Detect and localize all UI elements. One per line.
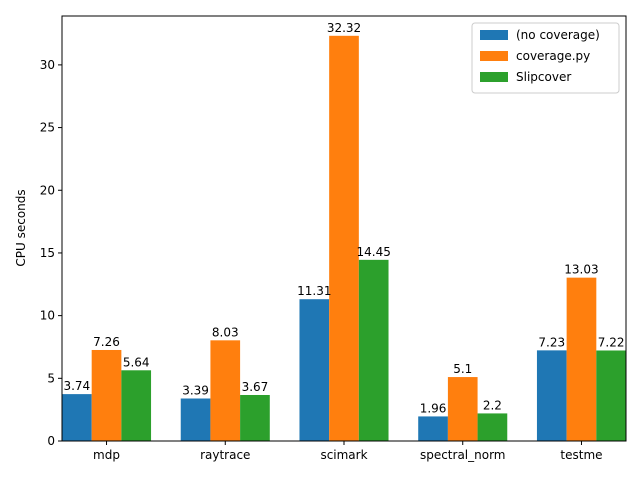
x-tick-label: scimark bbox=[320, 448, 367, 462]
legend-label: (no coverage) bbox=[516, 28, 600, 42]
bar-testme-1 bbox=[566, 277, 597, 441]
bar-scimark-2 bbox=[358, 259, 389, 441]
legend-label: coverage.py bbox=[516, 49, 590, 63]
bar-mdp-1 bbox=[91, 349, 122, 441]
data-labels-layer: 3.74 3.39 11.31 1.96 7.23 7.26 8.03 32.32 5.1 13.… bbox=[63, 21, 624, 416]
legend-swatch bbox=[480, 72, 508, 82]
legend-label: Slipcover bbox=[516, 70, 571, 84]
bar-mdp-0 bbox=[62, 394, 92, 441]
x-tick-label: mdp bbox=[93, 448, 120, 462]
data-label: 3.74 bbox=[63, 379, 90, 393]
y-tick-label: 0 bbox=[47, 434, 55, 448]
data-label: 7.23 bbox=[538, 335, 565, 349]
data-label: 7.26 bbox=[93, 335, 120, 349]
legend: (no coverage) coverage.py Slipcover bbox=[471, 22, 620, 94]
x-tick-label: raytrace bbox=[200, 448, 250, 462]
data-label: 2.2 bbox=[483, 398, 502, 412]
y-tick-label: 30 bbox=[40, 58, 55, 72]
legend-swatch bbox=[480, 51, 508, 61]
legend-swatch bbox=[480, 30, 508, 40]
x-tick-label: testme bbox=[560, 448, 602, 462]
y-axis: 0 5 10 15 20 25 30 bbox=[40, 58, 62, 448]
data-label: 32.32 bbox=[327, 21, 361, 35]
data-label: 5.64 bbox=[123, 355, 150, 369]
data-label: 8.03 bbox=[212, 325, 239, 339]
bar-spectral_norm-1 bbox=[447, 377, 478, 441]
data-label: 3.39 bbox=[182, 384, 209, 398]
x-axis: mdp raytrace scimark spectral_norm testme bbox=[93, 441, 603, 462]
y-tick-label: 25 bbox=[40, 121, 55, 135]
bars-layer bbox=[62, 35, 626, 441]
data-label: 1.96 bbox=[420, 401, 447, 415]
bar-scimark-1 bbox=[329, 35, 359, 441]
y-tick-label: 20 bbox=[40, 183, 55, 197]
y-tick-label: 5 bbox=[47, 371, 55, 385]
data-label: 5.1 bbox=[453, 362, 472, 376]
bar-mdp-2 bbox=[121, 370, 152, 441]
bar-raytrace-2 bbox=[240, 394, 270, 441]
data-label: 11.31 bbox=[297, 284, 331, 298]
data-label: 7.22 bbox=[598, 335, 625, 349]
bar-raytrace-1 bbox=[210, 340, 241, 441]
bar-testme-2 bbox=[596, 350, 626, 441]
bar-testme-0 bbox=[536, 350, 567, 441]
bar-raytrace-0 bbox=[180, 398, 211, 441]
y-tick-label: 10 bbox=[40, 309, 55, 323]
x-tick-label: spectral_norm bbox=[420, 448, 506, 462]
bar-spectral_norm-0 bbox=[418, 416, 448, 441]
y-tick-label: 15 bbox=[40, 246, 55, 260]
y-axis-label: CPU seconds bbox=[14, 189, 28, 266]
bar-spectral_norm-2 bbox=[477, 413, 508, 441]
legend-box bbox=[471, 22, 620, 94]
data-label: 13.03 bbox=[564, 263, 598, 277]
data-label: 3.67 bbox=[242, 380, 269, 394]
data-label: 14.45 bbox=[357, 245, 391, 259]
bar-scimark-0 bbox=[299, 299, 330, 441]
